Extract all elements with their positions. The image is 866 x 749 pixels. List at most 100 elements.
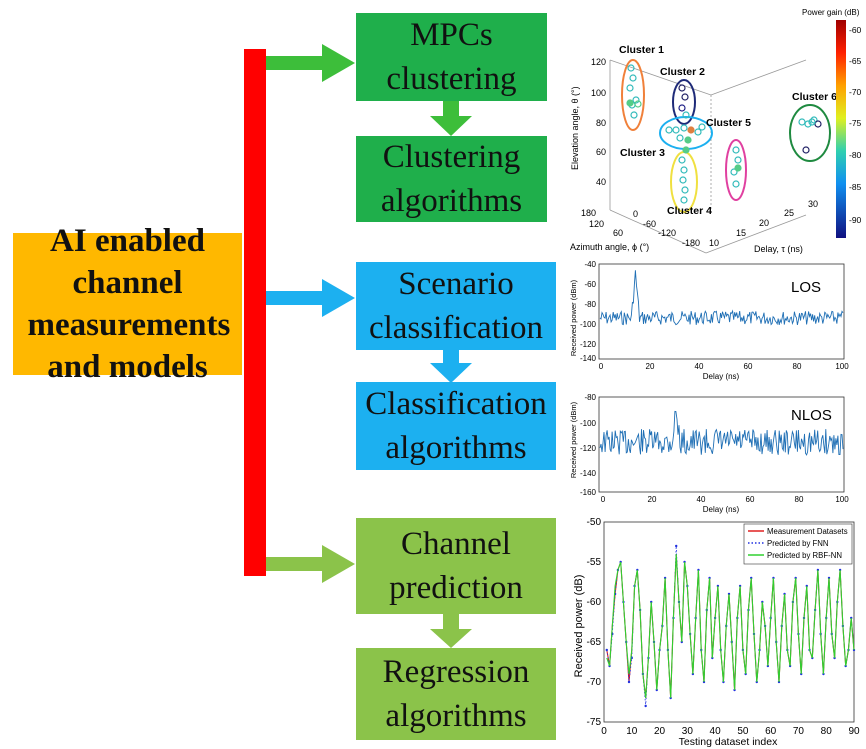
cluster-az-ticks: 180 120 60 0 -60 -120 -180 (581, 208, 700, 248)
fnn-point (627, 680, 631, 684)
az-tick: -180 (682, 238, 700, 248)
az-tick: 120 (589, 219, 604, 229)
nlos-x-ticks: 0 20 40 60 80 100 (601, 495, 849, 504)
box-classification-algorithms: Classification algorithms (356, 382, 556, 470)
nlos-y-tick: -140 (580, 469, 597, 478)
nlos-x-tick: 40 (697, 495, 706, 504)
los-y-tick: -80 (584, 300, 596, 309)
cluster-axes (609, 59, 807, 254)
nlos-y-tick: -100 (580, 419, 597, 428)
nlos-x-tick: 80 (795, 495, 804, 504)
cluster-z-ticks: 120 100 80 60 40 (591, 57, 606, 187)
pred-legend: Measurement Datasets Predicted by FNN Pr… (743, 523, 853, 565)
colorbar-tick: -70 (849, 87, 862, 97)
cluster-label: Cluster 4 (667, 205, 712, 217)
cluster-delay-ticks: 10 15 20 25 30 (709, 199, 818, 248)
box-regression-algorithms-text: Regression algorithms (382, 654, 530, 734)
colorbar-tick: -80 (849, 150, 862, 160)
nlos-y-tick: -120 (580, 444, 597, 453)
colorbar-tick: -60 (849, 25, 862, 35)
nlos-trace (599, 410, 844, 456)
pred-y-tick: -60 (587, 597, 602, 608)
z-tick: 120 (591, 57, 606, 67)
los-x-tick: 40 (695, 362, 704, 371)
pred-y-tick: -65 (587, 637, 602, 648)
los-y-tick: -40 (584, 260, 596, 269)
box-scenario-classification: Scenario classification (356, 262, 556, 350)
los-ylabel: Received power (dBm) (569, 279, 578, 356)
delay-tick: 20 (759, 218, 769, 228)
arrow-down-classification (430, 349, 472, 383)
colorbar-tick: -90 (849, 215, 862, 225)
nlos-ylabel: Received power (dBm) (569, 401, 578, 478)
los-xlabel: Delay (ns) (703, 372, 740, 381)
pred-ylabel: Received power (dB) (573, 575, 585, 678)
colorbar-title: Power gain (dB) (802, 8, 860, 17)
delay-tick: 15 (736, 228, 746, 238)
los-y-tick: -100 (580, 320, 597, 329)
pred-x-tick: 70 (793, 726, 805, 737)
los-x-ticks: 0 20 40 60 80 100 (599, 362, 849, 371)
arrow-to-mpc (266, 44, 355, 82)
pred-y-tick: -75 (587, 717, 602, 728)
colorbar-tick: -65 (849, 56, 862, 66)
pred-x-ticks: 0 10 20 30 40 50 60 70 80 90 (601, 726, 860, 737)
az-tick: 0 (633, 209, 638, 219)
az-tick: 180 (581, 208, 596, 218)
pred-x-tick: 60 (765, 726, 777, 737)
los-x-tick: 0 (599, 362, 604, 371)
colorbar-ticks: -60 -65 -70 -75 -80 -85 -90 (849, 25, 862, 225)
nlos-y-tick: -80 (584, 393, 596, 402)
cluster-label: Cluster 2 (660, 66, 705, 78)
pred-y-ticks: -50 -55 -60 -65 -70 -75 (587, 517, 602, 728)
cluster-ylabel: Delay, τ (ns) (754, 244, 803, 254)
cluster-plot: Elevation angle, θ (°) 120 100 80 60 40 … (570, 8, 862, 254)
arrow-down-clustering (430, 100, 472, 136)
box-channel-prediction-text: Channel prediction (389, 526, 523, 606)
az-tick: 60 (613, 228, 623, 238)
box-mpc-clustering: MPCs clustering (356, 13, 547, 101)
az-tick: -60 (643, 219, 656, 229)
arrow-to-scenario (266, 279, 355, 317)
main-box-text: AI enabled channel measurements and mode… (27, 223, 231, 385)
nlos-x-tick: 0 (601, 495, 606, 504)
cluster-labels: Cluster 1 Cluster 2 Cluster 3 Cluster 4 … (619, 44, 837, 217)
colorbar-tick: -75 (849, 118, 862, 128)
z-tick: 60 (596, 147, 606, 157)
los-label: LOS (791, 279, 821, 296)
nlos-x-tick: 60 (746, 495, 755, 504)
main-box: AI enabled channel measurements and mode… (13, 223, 242, 385)
los-trace (599, 270, 844, 326)
z-tick: 80 (596, 118, 606, 128)
los-frame (598, 263, 845, 360)
los-x-tick: 80 (793, 362, 802, 371)
pred-x-tick: 0 (601, 726, 607, 737)
fnn-point (605, 648, 608, 652)
pred-y-tick: -70 (587, 677, 602, 688)
cluster-label: Cluster 6 (792, 91, 837, 103)
legend-label: Measurement Datasets (767, 527, 848, 536)
cluster-points (626, 64, 822, 204)
z-tick: 40 (596, 177, 606, 187)
nlos-x-tick: 20 (648, 495, 657, 504)
nlos-y-tick: -160 (580, 488, 597, 497)
pred-x-tick: 80 (821, 726, 833, 737)
z-tick: 100 (591, 88, 606, 98)
box-regression-algorithms: Regression algorithms (356, 648, 556, 740)
nlos-label: NLOS (791, 407, 832, 424)
cluster5-ellipse (725, 139, 747, 201)
cluster1-ellipse (621, 59, 645, 131)
box-clustering-algorithms: Clustering algorithms (356, 136, 547, 222)
los-x-tick: 60 (744, 362, 753, 371)
arrow-down-regression (430, 613, 472, 648)
spine-bar (244, 49, 266, 576)
cluster-zlabel: Elevation angle, θ (°) (570, 86, 580, 170)
series-line (606, 553, 855, 699)
delay-tick: 25 (784, 208, 794, 218)
box-clustering-algorithms-text: Clustering algorithms (380, 139, 523, 219)
los-plot: Received power (dBm) -40 -60 -80 -100 -1… (569, 260, 849, 381)
box-classification-algorithms-text: Classification algorithms (365, 386, 547, 466)
prediction-chart: Received power (dB) -50 -55 -60 -65 -70 -75 0… (573, 517, 860, 748)
fnn-point (644, 704, 647, 708)
